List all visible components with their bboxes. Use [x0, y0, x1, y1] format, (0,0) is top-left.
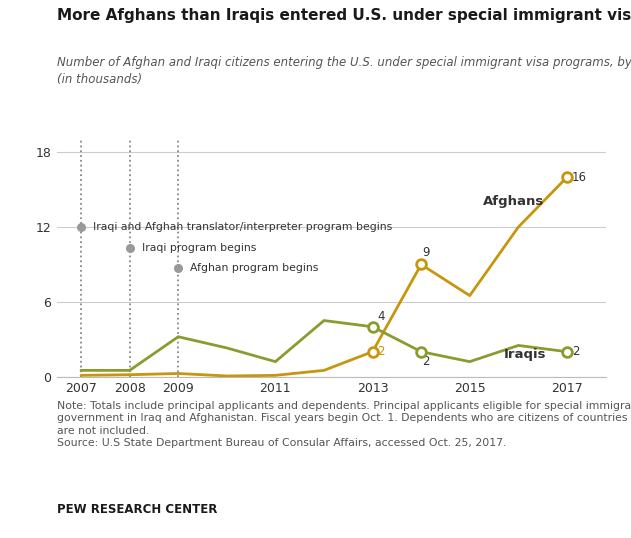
Text: 9: 9 [422, 246, 430, 259]
Text: Afghan program begins: Afghan program begins [191, 263, 319, 273]
Text: Note: Totals include principal applicants and dependents. Principal applicants e: Note: Totals include principal applicant… [57, 401, 631, 448]
Text: 2: 2 [422, 356, 430, 369]
Text: Iraqi and Afghan translator/interpreter program begins: Iraqi and Afghan translator/interpreter … [93, 222, 392, 232]
Text: PEW RESEARCH CENTER: PEW RESEARCH CENTER [57, 504, 217, 516]
Text: 4: 4 [377, 310, 385, 323]
Text: Number of Afghan and Iraqi citizens entering the U.S. under special immigrant vi: Number of Afghan and Iraqi citizens ente… [57, 56, 631, 87]
Text: Afghans: Afghans [483, 195, 544, 208]
Text: Iraqi program begins: Iraqi program begins [142, 243, 256, 253]
Text: 2: 2 [572, 345, 579, 358]
Text: 2: 2 [377, 345, 385, 358]
Text: More Afghans than Iraqis entered U.S. under special immigrant visas since 2013: More Afghans than Iraqis entered U.S. un… [57, 8, 631, 23]
Text: 16: 16 [572, 171, 587, 184]
Text: Iraqis: Iraqis [504, 348, 546, 361]
